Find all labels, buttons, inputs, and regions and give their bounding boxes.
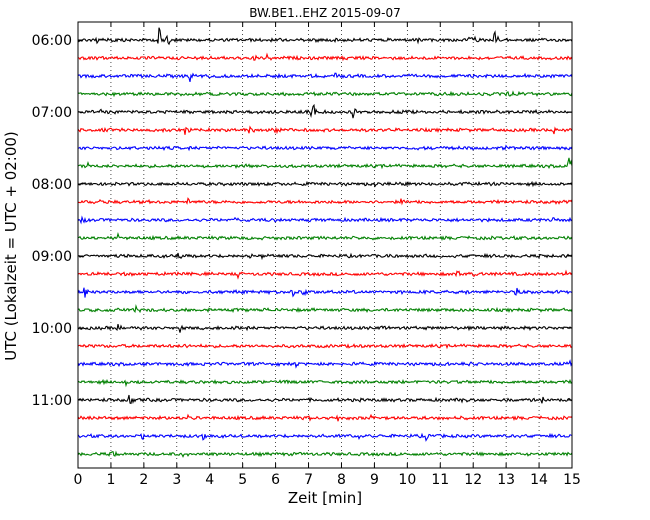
trace-1100 bbox=[77, 394, 573, 405]
y-tick-label: 09:00 bbox=[32, 249, 72, 265]
trace-1015 bbox=[77, 343, 573, 350]
trace-0900 bbox=[77, 252, 573, 261]
x-tick-label: 11 bbox=[431, 472, 449, 488]
x-tick-label: 15 bbox=[563, 472, 581, 488]
x-tick-label: 6 bbox=[271, 472, 280, 488]
x-tick-label: 2 bbox=[139, 472, 148, 488]
x-axis-label: Zeit [min] bbox=[288, 489, 362, 507]
trace-0745 bbox=[77, 157, 573, 170]
x-tick-label: 1 bbox=[106, 472, 115, 488]
trace-0845 bbox=[77, 231, 573, 241]
trace-1045 bbox=[77, 378, 573, 388]
trace-0815 bbox=[77, 197, 573, 206]
plot-frame bbox=[77, 21, 573, 469]
y-tick-label: 06:00 bbox=[32, 33, 72, 49]
trace-0945 bbox=[77, 304, 573, 314]
y-tick-label: 11:00 bbox=[32, 393, 72, 409]
trace-0930 bbox=[77, 287, 573, 298]
y-axis-label: UTC (Lokalzeit = UTC + 02:00) bbox=[2, 131, 20, 361]
y-axis-ticks: 06:00 07:00 08:00 09:00 10:00 11:00 bbox=[32, 33, 572, 409]
x-tick-label: 12 bbox=[464, 472, 482, 488]
trace-0730 bbox=[77, 144, 573, 152]
trace-1115 bbox=[77, 413, 573, 422]
y-tick-label: 08:00 bbox=[32, 177, 72, 193]
trace-0915 bbox=[77, 269, 573, 280]
trace-0830 bbox=[77, 215, 573, 225]
chart-title: BW.BE1..EHZ 2015-09-07 bbox=[249, 6, 401, 20]
trace-1145 bbox=[77, 450, 573, 458]
x-tick-label: 10 bbox=[398, 472, 416, 488]
x-tick-label: 4 bbox=[205, 472, 214, 488]
seismic-traces bbox=[77, 27, 573, 458]
x-tick-label: 0 bbox=[74, 472, 83, 488]
trace-0715 bbox=[77, 125, 573, 135]
trace-0800 bbox=[77, 180, 573, 188]
y-tick-label: 10:00 bbox=[32, 321, 72, 337]
x-tick-label: 14 bbox=[530, 472, 548, 488]
x-tick-label: 5 bbox=[238, 472, 247, 488]
trace-0600 bbox=[77, 27, 573, 46]
trace-1000 bbox=[77, 324, 573, 333]
trace-1030 bbox=[77, 359, 573, 369]
trace-1130 bbox=[77, 432, 573, 442]
trace-0615 bbox=[77, 52, 573, 62]
x-tick-label: 9 bbox=[370, 472, 379, 488]
trace-0645 bbox=[77, 90, 573, 98]
x-tick-label: 8 bbox=[337, 472, 346, 488]
y-tick-label: 07:00 bbox=[32, 105, 72, 121]
x-tick-label: 3 bbox=[172, 472, 181, 488]
trace-0700 bbox=[77, 103, 573, 119]
x-tick-label: 7 bbox=[304, 472, 313, 488]
x-tick-label: 13 bbox=[497, 472, 515, 488]
x-axis-ticks: 0 1 2 3 4 5 6 7 8 9 10 11 12 13 14 15 bbox=[74, 22, 581, 488]
trace-0630 bbox=[77, 72, 573, 83]
